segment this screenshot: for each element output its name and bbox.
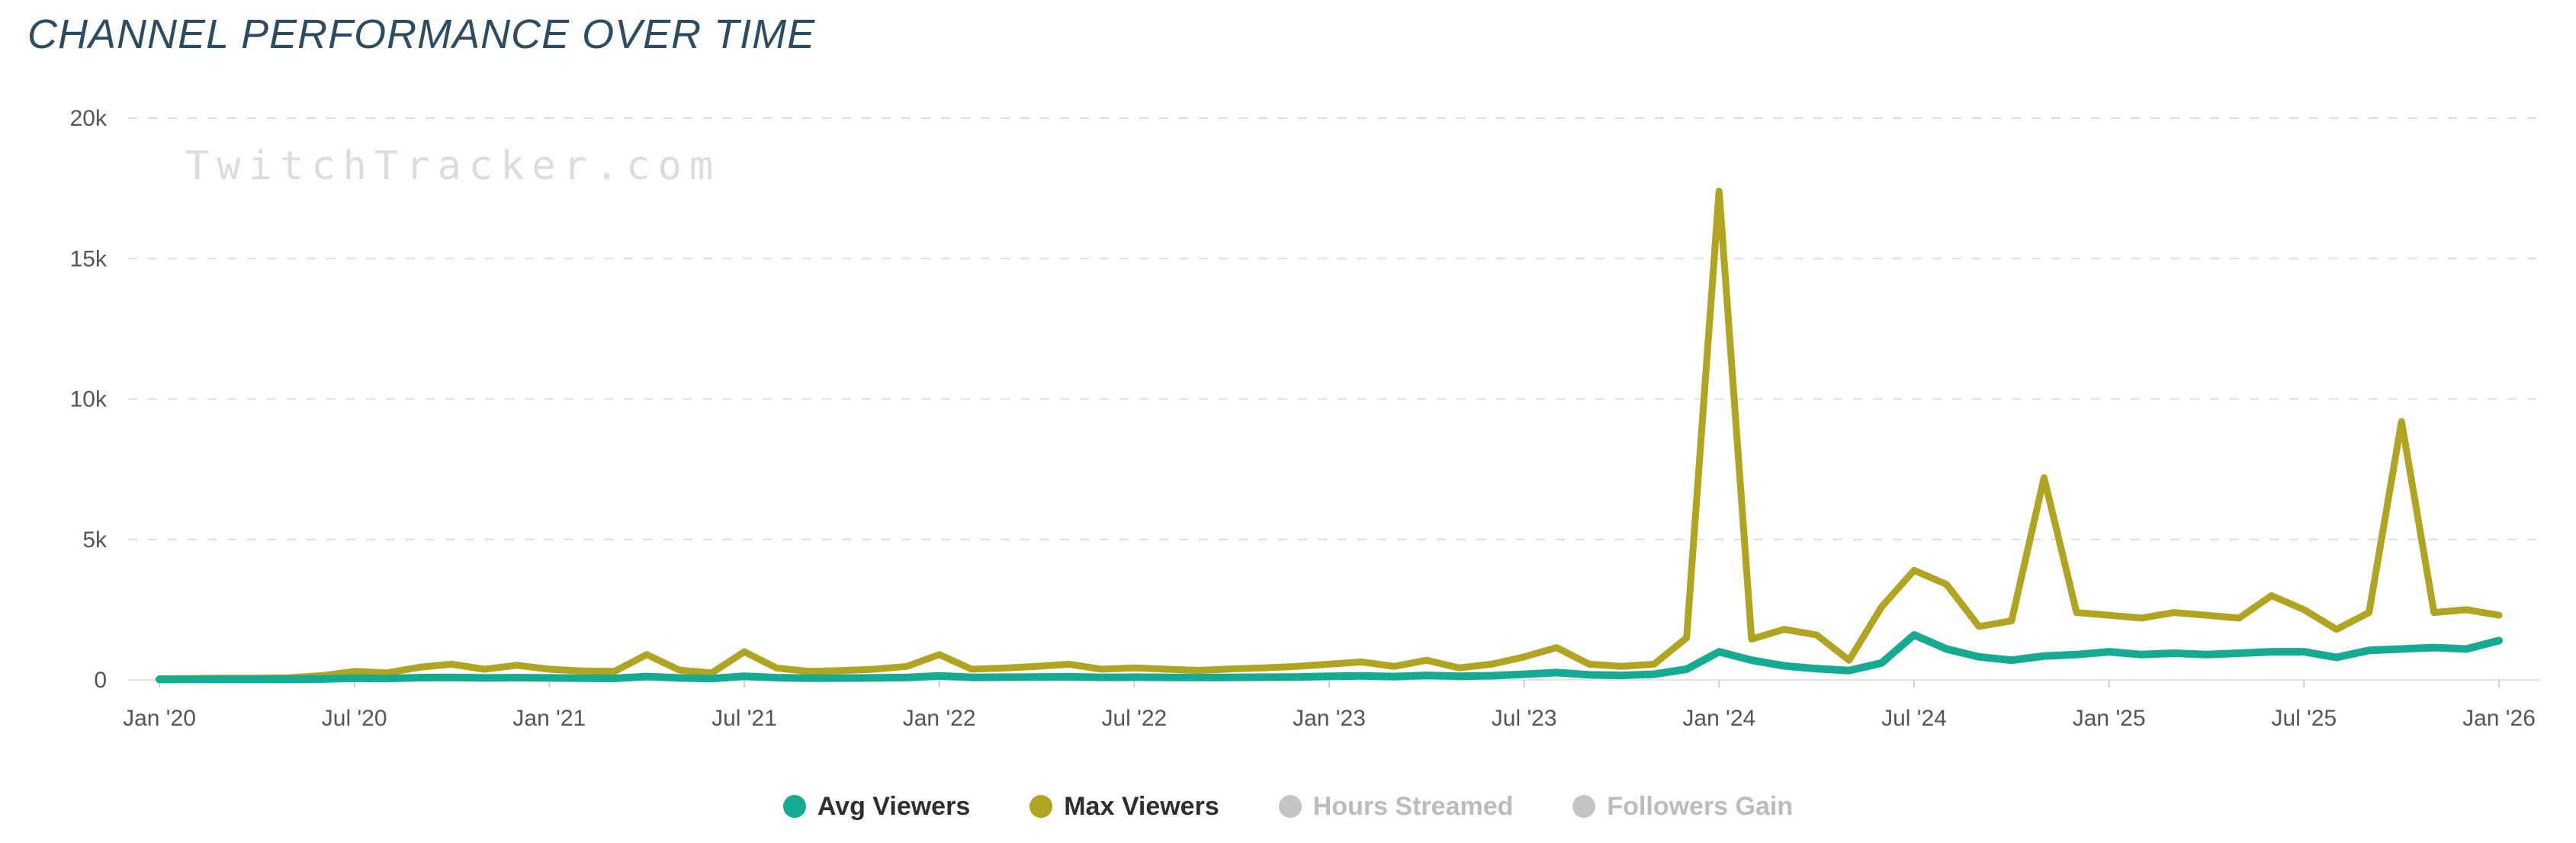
x-tick-label: Jan '21 [512, 706, 586, 731]
legend-dot-followers-gain [1572, 795, 1596, 818]
legend: Avg Viewers Max Viewers Hours Streamed F… [0, 782, 2576, 831]
series-line-max-viewers [156, 188, 2503, 682]
x-tick-label: Jan '25 [2073, 706, 2146, 731]
legend-label: Followers Gain [1607, 791, 1794, 821]
x-tick-label: Jul '20 [322, 706, 387, 731]
legend-label: Hours Streamed [1312, 791, 1514, 821]
legend-dot-max-viewers [1029, 795, 1053, 818]
y-tick-label: 5k [82, 527, 108, 553]
legend-item-followers-gain[interactable]: Followers Gain [1572, 792, 1793, 822]
y-tick-label: 15k [70, 246, 108, 271]
series-line-avg-viewers [156, 631, 2503, 684]
legend-label: Avg Viewers [817, 791, 971, 821]
x-tick-label: Jan '22 [903, 706, 976, 731]
x-tick-label: Jul '23 [1492, 706, 1557, 731]
x-tick-label: Jan '23 [1293, 706, 1366, 731]
page-title: CHANNEL PERFORMANCE OVER TIME [27, 11, 816, 57]
y-tick-label: 0 [94, 668, 107, 693]
x-tick-label: Jul '21 [711, 706, 777, 731]
legend-item-avg-viewers[interactable]: Avg Viewers [782, 791, 971, 822]
legend-dot-avg-viewers [782, 795, 806, 818]
x-tick-label: Jul '22 [1101, 706, 1167, 731]
y-tick-label: 10k [70, 387, 108, 412]
x-tick-label: Jan '20 [123, 706, 196, 731]
x-tick-label: Jan '26 [2462, 706, 2536, 731]
x-tick-label: Jul '25 [2271, 706, 2337, 731]
x-tick-label: Jul '24 [1881, 706, 1947, 731]
legend-item-hours-streamed[interactable]: Hours Streamed [1278, 791, 1514, 822]
y-tick-label: 20k [70, 106, 108, 131]
legend-dot-hours-streamed [1278, 795, 1302, 818]
performance-chart[interactable]: 0 5k 10k 15k 20k Jan '20 Jul '20 Jan '21 Jul '21… [0, 0, 2576, 770]
legend-item-max-viewers[interactable]: Max Viewers [1029, 792, 1219, 822]
x-tick-label: Jan '24 [1682, 706, 1755, 731]
legend-label: Max Viewers [1064, 791, 1219, 821]
